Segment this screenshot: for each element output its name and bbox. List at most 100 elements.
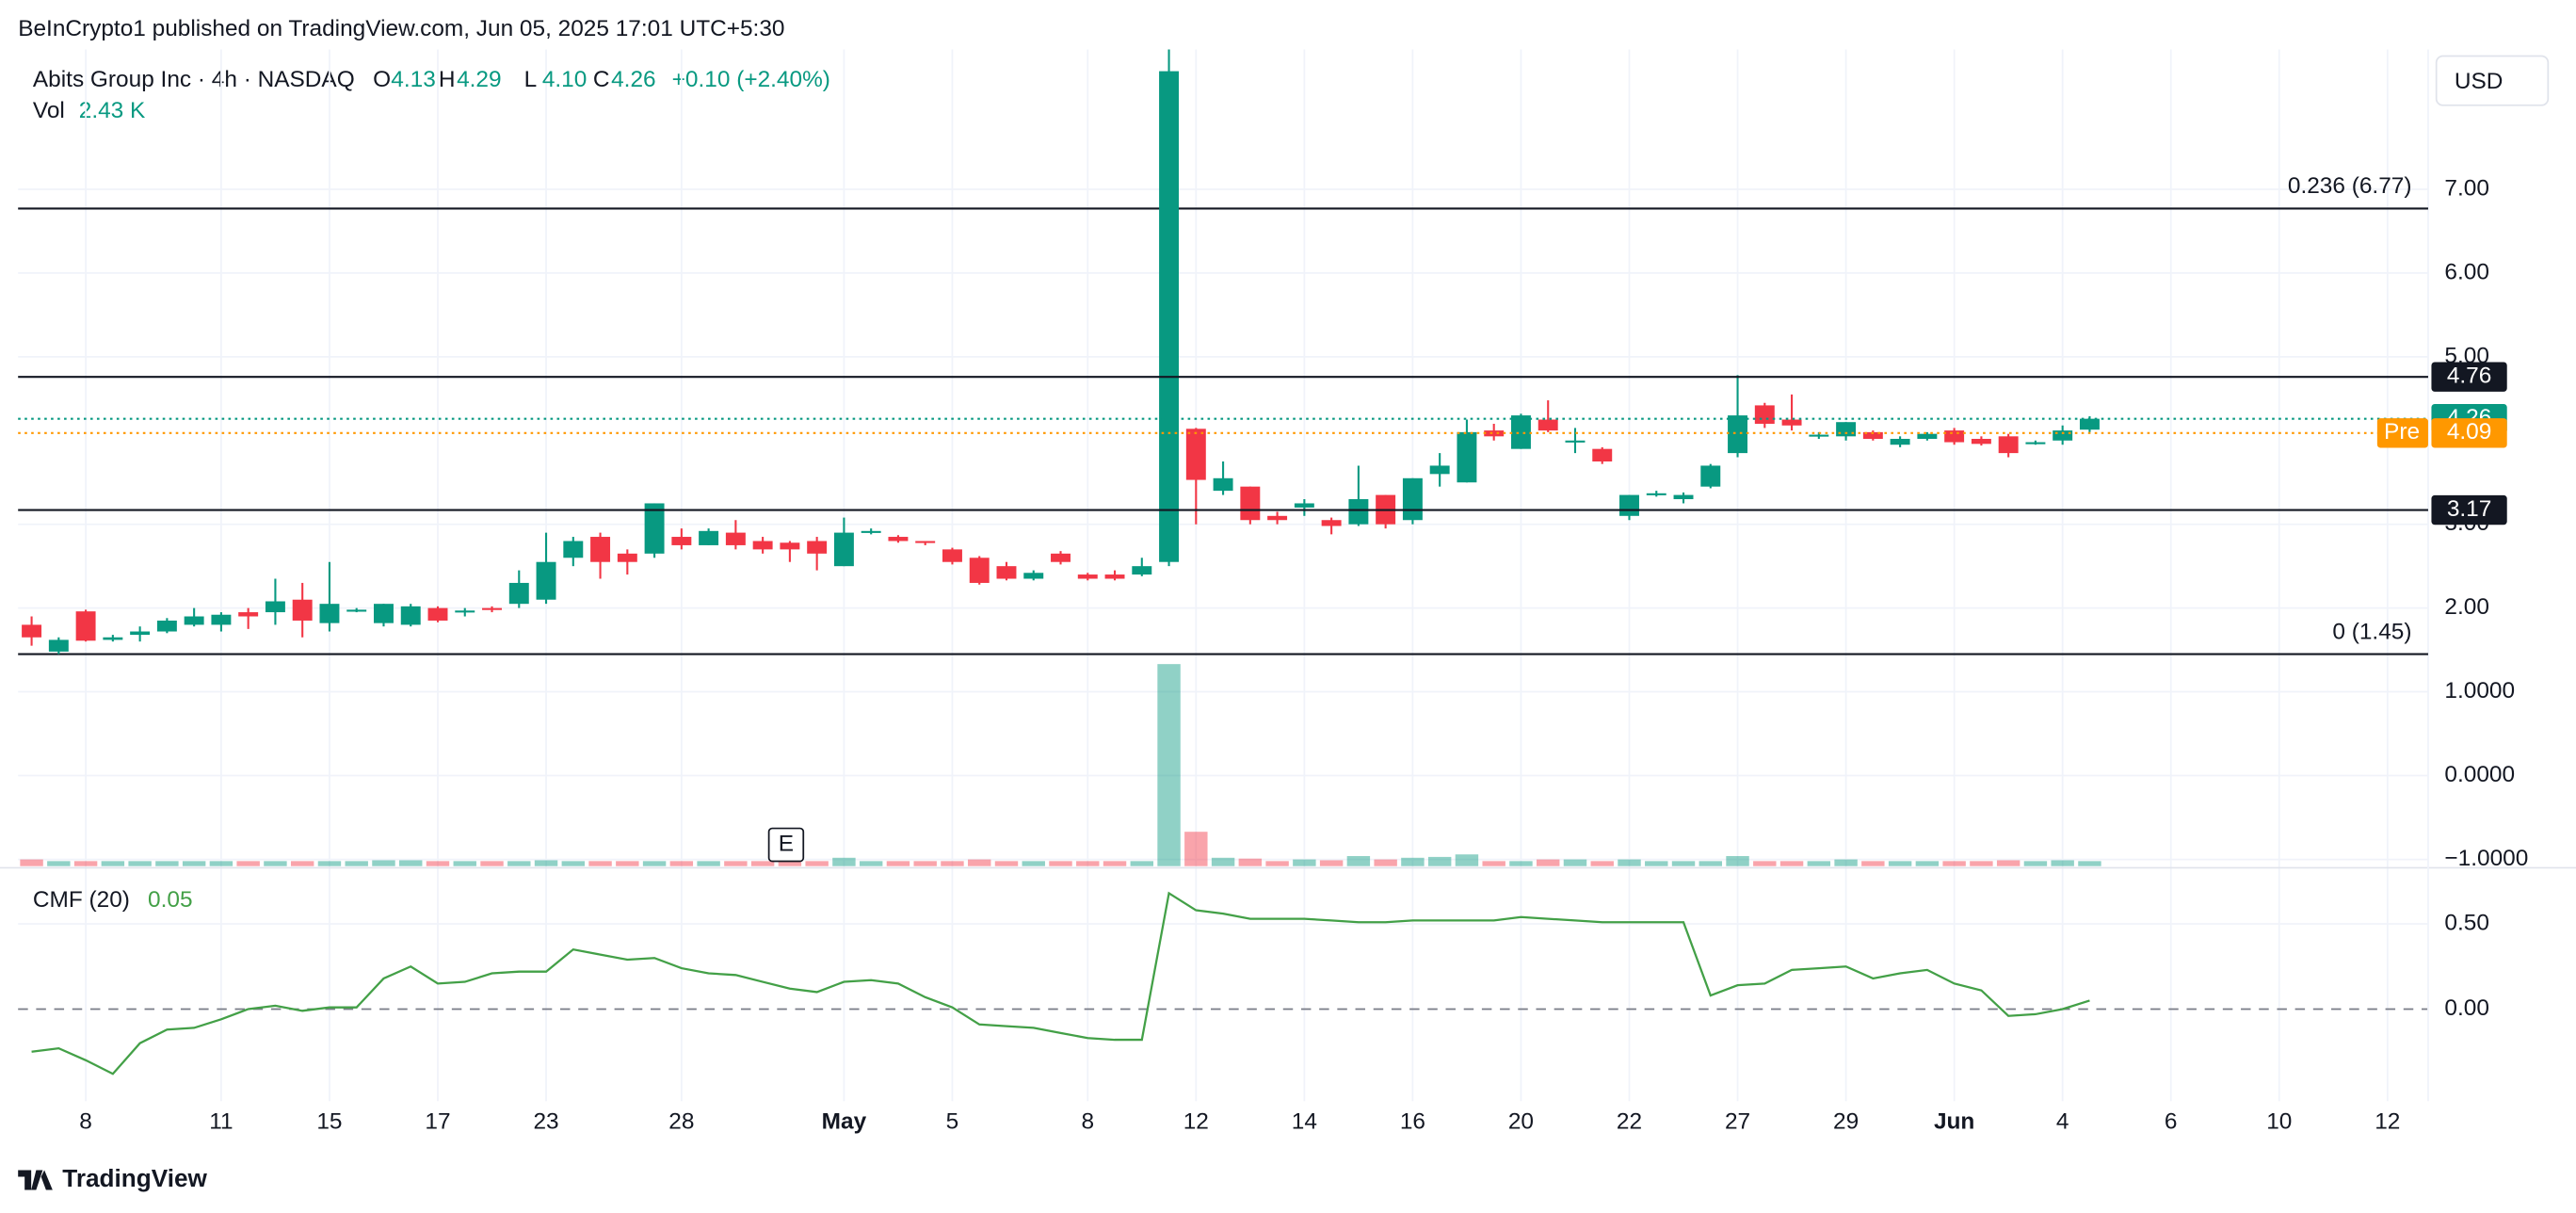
candle-body bbox=[1917, 433, 1938, 439]
candle-body bbox=[427, 607, 448, 621]
volume-bar bbox=[236, 861, 260, 866]
candle-body bbox=[22, 624, 42, 638]
volume-bar bbox=[1726, 856, 1749, 866]
x-tick-label: 15 bbox=[316, 1108, 342, 1134]
volume-bar bbox=[128, 861, 152, 866]
volume-bar bbox=[1427, 856, 1452, 866]
candle-body bbox=[1321, 520, 1342, 526]
y-tick-label: 7.00 bbox=[2444, 175, 2489, 201]
candle-body bbox=[482, 607, 502, 610]
ohlc-key: L bbox=[524, 67, 538, 92]
candle-body bbox=[1862, 431, 1883, 439]
hline-label-box bbox=[2431, 494, 2507, 526]
candle-body bbox=[563, 541, 584, 558]
volume-bar bbox=[1970, 861, 1993, 866]
volume-bar bbox=[859, 861, 883, 866]
volume-bar bbox=[1618, 859, 1641, 866]
candle-body bbox=[346, 609, 367, 612]
volume-bar bbox=[47, 861, 71, 866]
y-tick-label: 0.00 bbox=[2444, 995, 2489, 1021]
candle-body bbox=[942, 549, 962, 562]
volume-bar bbox=[778, 861, 802, 866]
volume-bar bbox=[1103, 861, 1127, 866]
ohlc-key: C bbox=[593, 67, 610, 92]
candle-body bbox=[1646, 493, 1666, 495]
candle-body bbox=[725, 532, 746, 545]
candle-body bbox=[75, 611, 96, 641]
candle-body bbox=[1213, 477, 1233, 492]
candle-body bbox=[374, 604, 394, 623]
x-tick-label: 11 bbox=[209, 1108, 233, 1134]
candle-body bbox=[130, 631, 151, 636]
volume-bar bbox=[1915, 861, 1940, 866]
candle-body bbox=[1185, 429, 1206, 480]
candle-body bbox=[617, 553, 637, 562]
volume-bar bbox=[1265, 861, 1289, 866]
candle-body bbox=[1484, 430, 1505, 437]
candle-body bbox=[833, 532, 854, 567]
candle-body bbox=[2025, 442, 2046, 445]
volume-bar bbox=[994, 861, 1019, 866]
x-tick-label: 8 bbox=[79, 1108, 92, 1134]
ohlc-key: O bbox=[373, 67, 391, 92]
x-tick-label: 10 bbox=[2266, 1108, 2292, 1134]
y-tick-label: 1.0000 bbox=[2444, 678, 2515, 704]
y-tick-label: 2.00 bbox=[2444, 594, 2489, 620]
volume-bar bbox=[1861, 861, 1885, 866]
plot-layer bbox=[18, 49, 2428, 1102]
symbol-title: Abits Group Inc · 4h · NASDAQ bbox=[33, 67, 355, 92]
candle-body bbox=[644, 503, 665, 554]
hline-label: 3.17 bbox=[2447, 496, 2492, 522]
brand: TradingView bbox=[62, 1164, 207, 1192]
x-tick-label: 4 bbox=[2056, 1108, 2069, 1134]
candle-body bbox=[536, 561, 556, 600]
volume-bar bbox=[73, 861, 98, 866]
currency-button[interactable] bbox=[2435, 55, 2550, 106]
x-tick-label: 6 bbox=[2165, 1108, 2178, 1134]
volume-bar bbox=[669, 861, 694, 866]
candle-body bbox=[807, 541, 828, 554]
volume-bar bbox=[1157, 664, 1181, 866]
candle-body bbox=[1592, 448, 1613, 462]
event-label: E bbox=[779, 831, 794, 856]
fib-label: 0 (1.45) bbox=[2332, 619, 2411, 644]
candle-body bbox=[1510, 415, 1531, 449]
candle-body bbox=[1132, 566, 1152, 575]
volume-bar bbox=[697, 861, 720, 866]
y-tick-label: 0.0000 bbox=[2444, 762, 2515, 787]
candle-body bbox=[1104, 574, 1125, 579]
premarket-tag-box bbox=[2376, 418, 2428, 448]
candle-body bbox=[1240, 486, 1261, 521]
volume-bar bbox=[724, 861, 748, 866]
y-tick-label: 6.00 bbox=[2444, 259, 2489, 284]
volume-bar bbox=[1049, 861, 1072, 866]
candle-body bbox=[888, 537, 909, 542]
volume-bar bbox=[1455, 854, 1479, 866]
volume-bar bbox=[1346, 856, 1371, 866]
candle-body bbox=[1023, 573, 1044, 579]
x-tick-label: 17 bbox=[425, 1108, 450, 1134]
volume-bar bbox=[2023, 861, 2048, 866]
candle-body bbox=[996, 566, 1017, 579]
volume-bar bbox=[1293, 859, 1316, 866]
volume-bar bbox=[345, 861, 368, 866]
volume-bar bbox=[20, 859, 43, 866]
volume-bar bbox=[155, 861, 179, 866]
volume-bar bbox=[290, 861, 314, 866]
x-tick-label: 8 bbox=[1081, 1108, 1094, 1134]
volume-bar bbox=[209, 861, 233, 866]
fib-label: 0.236 (6.77) bbox=[2288, 173, 2412, 199]
ohlc-value: 4.13 bbox=[391, 67, 436, 92]
candle-body bbox=[156, 620, 177, 632]
event-box bbox=[767, 827, 805, 863]
volume-bar bbox=[182, 861, 206, 866]
candle-body bbox=[1538, 419, 1558, 431]
x-tick-label: 5 bbox=[946, 1108, 959, 1134]
candle-body bbox=[1728, 415, 1748, 454]
x-tick-label: Jun bbox=[1934, 1108, 1974, 1134]
volume-bar bbox=[1401, 857, 1425, 866]
candle-body bbox=[1809, 434, 1829, 437]
candle-body bbox=[1700, 465, 1721, 487]
currency[interactable]: USD bbox=[2455, 69, 2504, 94]
candle-body bbox=[1836, 422, 1857, 437]
